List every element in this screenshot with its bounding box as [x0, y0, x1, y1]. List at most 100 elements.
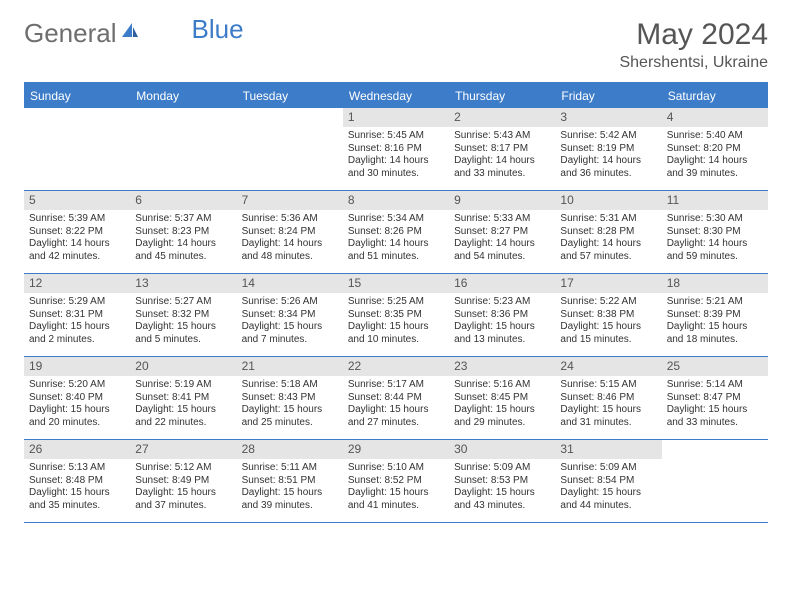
week-row: 19Sunrise: 5:20 AMSunset: 8:40 PMDayligh…: [24, 357, 768, 440]
week-row: 12 Sunrise: 5:29 AMSunset: 8:31 PMDayligh…: [24, 274, 768, 357]
sail-icon: [120, 21, 140, 41]
day-number: 6: [130, 191, 236, 210]
day-body: Sunrise: 5:22 AMSunset: 8:38 PMDaylight:…: [555, 295, 661, 349]
day-number: 21: [237, 357, 343, 376]
sunset-text: Sunset: 8:41 PM: [135, 392, 231, 405]
daylight-text: Daylight: 15 hours and 20 minutes.: [29, 404, 125, 429]
page-title: May 2024: [619, 18, 768, 52]
day-body: Sunrise: 5:34 AMSunset: 8:26 PMDaylight:…: [343, 212, 449, 266]
daylight-text: Daylight: 15 hours and 10 minutes.: [348, 321, 444, 346]
day-body: Sunrise: 5:31 AMSunset: 8:28 PMDaylight:…: [555, 212, 661, 266]
day-body: Sunrise: 5:29 AMSunset: 8:31 PMDaylight:…: [24, 295, 130, 349]
day-cell: 19Sunrise: 5:20 AMSunset: 8:40 PMDayligh…: [24, 357, 130, 439]
day-cell: 29Sunrise: 5:10 AMSunset: 8:52 PMDayligh…: [343, 440, 449, 522]
day-cell: 27 Sunrise: 5:12 AMSunset: 8:49 PMDayligh…: [130, 440, 236, 522]
day-number: 22: [343, 357, 449, 376]
weeks-container: 1Sunrise: 5:45 AMSunset: 8:16 PMDaylight…: [24, 108, 768, 523]
sunrise-text: Sunrise: 5:31 AM: [560, 213, 656, 226]
day-body: Sunrise: 5:15 AMSunset: 8:46 PMDaylight:…: [555, 378, 661, 432]
sunrise-text: Sunrise: 5:39 AM: [29, 213, 125, 226]
day-body: Sunrise: 5:11 AMSunset: 8:51 PMDaylight:…: [237, 461, 343, 515]
day-body: Sunrise: 5:18 AMSunset: 8:43 PMDaylight:…: [237, 378, 343, 432]
daylight-text: Daylight: 15 hours and 22 minutes.: [135, 404, 231, 429]
sunset-text: Sunset: 8:46 PM: [560, 392, 656, 405]
day-number: 28: [237, 440, 343, 459]
sunrise-text: Sunrise: 5:09 AM: [560, 462, 656, 475]
sunset-text: Sunset: 8:22 PM: [29, 226, 125, 239]
sunset-text: Sunset: 8:20 PM: [667, 143, 763, 156]
sunset-text: Sunset: 8:32 PM: [135, 309, 231, 322]
sunset-text: Sunset: 8:53 PM: [454, 475, 550, 488]
day-cell: 28 Sunrise: 5:11 AMSunset: 8:51 PMDayligh…: [237, 440, 343, 522]
day-body: Sunrise: 5:09 AMSunset: 8:54 PMDaylight:…: [555, 461, 661, 515]
sunset-text: Sunset: 8:36 PM: [454, 309, 550, 322]
day-cell: 1Sunrise: 5:45 AMSunset: 8:16 PMDaylight…: [343, 108, 449, 190]
day-number: 27: [130, 440, 236, 459]
sunrise-text: Sunrise: 5:18 AM: [242, 379, 338, 392]
sunrise-text: Sunrise: 5:33 AM: [454, 213, 550, 226]
sunset-text: Sunset: 8:40 PM: [29, 392, 125, 405]
day-cell: 4Sunrise: 5:40 AMSunset: 8:20 PMDaylight…: [662, 108, 768, 190]
day-body: Sunrise: 5:25 AMSunset: 8:35 PMDaylight:…: [343, 295, 449, 349]
sunrise-text: Sunrise: 5:27 AM: [135, 296, 231, 309]
day-cell: 8Sunrise: 5:34 AMSunset: 8:26 PMDaylight…: [343, 191, 449, 273]
day-body: Sunrise: 5:21 AMSunset: 8:39 PMDaylight:…: [662, 295, 768, 349]
sunrise-text: Sunrise: 5:26 AM: [242, 296, 338, 309]
day-number: 12: [24, 274, 130, 293]
day-cell: 10 Sunrise: 5:31 AMSunset: 8:28 PMDayligh…: [555, 191, 661, 273]
daylight-text: Daylight: 14 hours and 51 minutes.: [348, 238, 444, 263]
day-body: Sunrise: 5:43 AMSunset: 8:17 PMDaylight:…: [449, 129, 555, 183]
daylight-text: Daylight: 14 hours and 45 minutes.: [135, 238, 231, 263]
brand-part2: Blue: [192, 14, 244, 45]
sunset-text: Sunset: 8:31 PM: [29, 309, 125, 322]
sunset-text: Sunset: 8:52 PM: [348, 475, 444, 488]
day-cell: 16Sunrise: 5:23 AMSunset: 8:36 PMDayligh…: [449, 274, 555, 356]
week-row: 5Sunrise: 5:39 AMSunset: 8:22 PMDaylight…: [24, 191, 768, 274]
sunrise-text: Sunrise: 5:42 AM: [560, 130, 656, 143]
sunset-text: Sunset: 8:35 PM: [348, 309, 444, 322]
sunset-text: Sunset: 8:44 PM: [348, 392, 444, 405]
weekday-header: Friday: [555, 84, 661, 108]
sunset-text: Sunset: 8:17 PM: [454, 143, 550, 156]
header-bar: General Blue May 2024 Shershentsi, Ukrai…: [24, 18, 768, 72]
sunrise-text: Sunrise: 5:36 AM: [242, 213, 338, 226]
location-label: Shershentsi, Ukraine: [619, 54, 768, 72]
weekday-header: Sunday: [24, 84, 130, 108]
day-cell: 9Sunrise: 5:33 AMSunset: 8:27 PMDaylight…: [449, 191, 555, 273]
weekday-header: Thursday: [449, 84, 555, 108]
daylight-text: Daylight: 14 hours and 57 minutes.: [560, 238, 656, 263]
day-cell: 12 Sunrise: 5:29 AMSunset: 8:31 PMDayligh…: [24, 274, 130, 356]
sunset-text: Sunset: 8:24 PM: [242, 226, 338, 239]
daylight-text: Daylight: 15 hours and 29 minutes.: [454, 404, 550, 429]
day-number: 10: [555, 191, 661, 210]
day-cell: 2Sunrise: 5:43 AMSunset: 8:17 PMDaylight…: [449, 108, 555, 190]
day-body: Sunrise: 5:37 AMSunset: 8:23 PMDaylight:…: [130, 212, 236, 266]
day-body: Sunrise: 5:45 AMSunset: 8:16 PMDaylight:…: [343, 129, 449, 183]
day-cell: 17Sunrise: 5:22 AMSunset: 8:38 PMDayligh…: [555, 274, 661, 356]
day-cell: [130, 108, 236, 190]
day-number: 25: [662, 357, 768, 376]
sunset-text: Sunset: 8:51 PM: [242, 475, 338, 488]
sunset-text: Sunset: 8:54 PM: [560, 475, 656, 488]
sunrise-text: Sunrise: 5:17 AM: [348, 379, 444, 392]
sunrise-text: Sunrise: 5:45 AM: [348, 130, 444, 143]
day-cell: 24Sunrise: 5:15 AMSunset: 8:46 PMDayligh…: [555, 357, 661, 439]
day-body: Sunrise: 5:12 AMSunset: 8:49 PMDaylight:…: [130, 461, 236, 515]
week-row: 1Sunrise: 5:45 AMSunset: 8:16 PMDaylight…: [24, 108, 768, 191]
daylight-text: Daylight: 14 hours and 59 minutes.: [667, 238, 763, 263]
day-cell: 18 Sunrise: 5:21 AMSunset: 8:39 PMDayligh…: [662, 274, 768, 356]
weekday-header: Wednesday: [343, 84, 449, 108]
day-body: Sunrise: 5:42 AMSunset: 8:19 PMDaylight:…: [555, 129, 661, 183]
day-cell: [662, 440, 768, 522]
day-number: 19: [24, 357, 130, 376]
daylight-text: Daylight: 15 hours and 35 minutes.: [29, 487, 125, 512]
sunrise-text: Sunrise: 5:09 AM: [454, 462, 550, 475]
sunset-text: Sunset: 8:30 PM: [667, 226, 763, 239]
day-number: 4: [662, 108, 768, 127]
day-number: 18: [662, 274, 768, 293]
sunrise-text: Sunrise: 5:21 AM: [667, 296, 763, 309]
day-cell: 3Sunrise: 5:42 AMSunset: 8:19 PMDaylight…: [555, 108, 661, 190]
day-body: Sunrise: 5:27 AMSunset: 8:32 PMDaylight:…: [130, 295, 236, 349]
day-number: 29: [343, 440, 449, 459]
day-number: 15: [343, 274, 449, 293]
